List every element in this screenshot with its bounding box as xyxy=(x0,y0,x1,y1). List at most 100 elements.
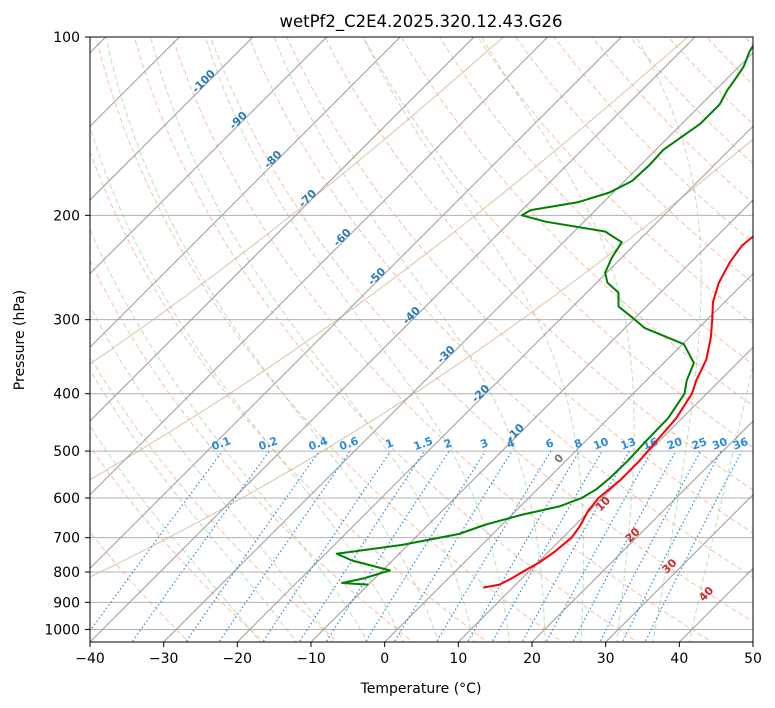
mixing-ratio-label: 2 xyxy=(442,436,454,451)
y-tick-label: 600 xyxy=(53,491,80,507)
x-tick-label: −20 xyxy=(223,651,253,667)
moist-adiabat-line xyxy=(204,37,510,642)
moist-adiabat-line xyxy=(362,37,585,642)
mixing-ratio-label: 10 xyxy=(592,435,611,453)
mixing-ratio-line xyxy=(262,450,392,642)
mixing-ratio-line xyxy=(90,450,223,632)
moist-adiabat-line xyxy=(90,228,369,642)
x-axis: −40 −30 −20 −10 0 10 20 30 40 50 xyxy=(75,642,762,667)
ice-bulb-curve xyxy=(90,37,688,481)
y-tick-label: 400 xyxy=(53,387,80,403)
isotherm-line xyxy=(310,199,753,642)
x-tick-label: 40 xyxy=(670,651,688,667)
isotherm-line xyxy=(457,346,753,642)
isotherm-line xyxy=(384,272,753,642)
mixing-ratio-label: 1.5 xyxy=(412,434,435,453)
x-axis-label: Temperature (°C) xyxy=(360,681,482,697)
dry-adiabat-line xyxy=(95,37,564,642)
moist-adiabat-line xyxy=(90,305,333,642)
mixing-ratio-label: 0.2 xyxy=(257,434,280,453)
y-tick-label: 1000 xyxy=(44,622,80,638)
dry-adiabat-line xyxy=(286,37,753,534)
moist-adiabat-line xyxy=(150,37,475,642)
dry-adiabat-line xyxy=(324,37,753,491)
x-tick-label: −40 xyxy=(75,651,105,667)
mixing-ratio-line xyxy=(621,450,722,642)
moist-adiabat-line xyxy=(90,425,261,642)
mixing-ratio-label: 4 xyxy=(505,436,517,451)
mixing-ratio-line xyxy=(599,450,702,642)
mixing-ratio-line xyxy=(572,450,677,642)
y-tick-label: 500 xyxy=(53,444,80,460)
x-tick-label: 20 xyxy=(523,651,541,667)
dry-adiabat-line xyxy=(133,37,638,642)
mixing-ratio-label: 8 xyxy=(572,436,584,451)
mixing-ratio-line xyxy=(325,450,450,642)
mixing-ratio-label: 25 xyxy=(690,435,709,452)
isotherm-line xyxy=(163,51,753,642)
mixing-ratio-label: 1 xyxy=(384,436,396,451)
mixing-ratio-label: 0.4 xyxy=(307,434,330,453)
isotherm-line xyxy=(236,125,753,642)
dewpoint-line xyxy=(335,43,753,586)
y-tick-label: 100 xyxy=(53,30,80,46)
mixing-ratio-line xyxy=(393,450,513,642)
isotherm-line xyxy=(90,37,696,642)
x-tick-label: 10 xyxy=(449,651,467,667)
mixing-ratio-label: 3 xyxy=(478,436,490,451)
dry-adiabat-line xyxy=(90,150,489,642)
mixing-ratio-label: 20 xyxy=(665,435,684,453)
mixing-ratio-label: 13 xyxy=(619,435,638,452)
isotherm-line xyxy=(90,37,328,275)
dry-adiabat-line xyxy=(477,37,753,325)
mixing-ratio-line xyxy=(131,450,270,642)
y-tick-label: 800 xyxy=(53,565,80,581)
mixing-ratio-labels: 0.1 0.2 0.4 0.6 1 1.5 2 3 4 6 8 10 13 16 20 25 30 36 xyxy=(210,434,750,453)
y-tick-label: 900 xyxy=(53,595,80,611)
x-tick-label: −10 xyxy=(296,651,326,667)
dry-adiabat-line xyxy=(90,445,265,642)
mixing-ratio-label: 0.1 xyxy=(210,434,233,453)
x-tick-label: 0 xyxy=(380,651,389,667)
isotherm-line xyxy=(90,37,401,349)
data-series xyxy=(335,43,753,589)
ice-bulb-curve xyxy=(90,37,504,365)
chart-title: wetPf2_C2E4.2025.320.12.43.G26 xyxy=(279,12,562,32)
plot-frame xyxy=(89,36,754,643)
dry-adiabat-line xyxy=(90,259,414,642)
moist-adiabat-line xyxy=(635,37,702,642)
mixing-ratio-label: 36 xyxy=(731,435,750,453)
dry-adiabat-line xyxy=(362,37,753,449)
isotherm-line xyxy=(90,37,622,570)
isotherm-line xyxy=(605,493,753,642)
y-tick-label: 700 xyxy=(53,531,80,547)
moist-adiabat-line xyxy=(105,37,440,642)
mixing-ratio-label: 30 xyxy=(710,435,729,453)
temperature-line xyxy=(483,235,753,589)
isotherm-line xyxy=(90,37,549,496)
mixing-ratio-line xyxy=(218,450,351,642)
y-tick-label: 300 xyxy=(53,313,80,329)
ice-bulb-curve xyxy=(90,138,753,578)
x-tick-label: 50 xyxy=(744,651,762,667)
dry-adiabat-line xyxy=(210,37,753,623)
moist-adiabat-line xyxy=(90,125,404,642)
x-tick-label: 30 xyxy=(597,651,615,667)
isotherm-line xyxy=(531,420,753,642)
mixing-ratio-label: 0.6 xyxy=(338,434,361,453)
dry-adiabat-line xyxy=(90,531,190,642)
dry-adiabat-line xyxy=(90,356,339,642)
background-lines xyxy=(90,37,753,642)
mixing-ratio-line xyxy=(298,450,425,642)
y-tick-label: 200 xyxy=(53,208,80,224)
y-axis-label: Pressure (hPa) xyxy=(12,290,28,390)
moist-adiabat-line xyxy=(688,363,753,642)
mixing-ratio-line xyxy=(185,450,320,642)
moist-adiabat-line xyxy=(481,37,635,642)
mixing-ratio-label: 6 xyxy=(544,436,556,451)
mixing-ratio-line xyxy=(364,450,486,642)
dry-adiabat-line xyxy=(438,37,753,366)
y-axis: 100 200 300 400 500 600 700 800 900 1000 xyxy=(44,30,90,638)
x-tick-label: −30 xyxy=(149,651,179,667)
